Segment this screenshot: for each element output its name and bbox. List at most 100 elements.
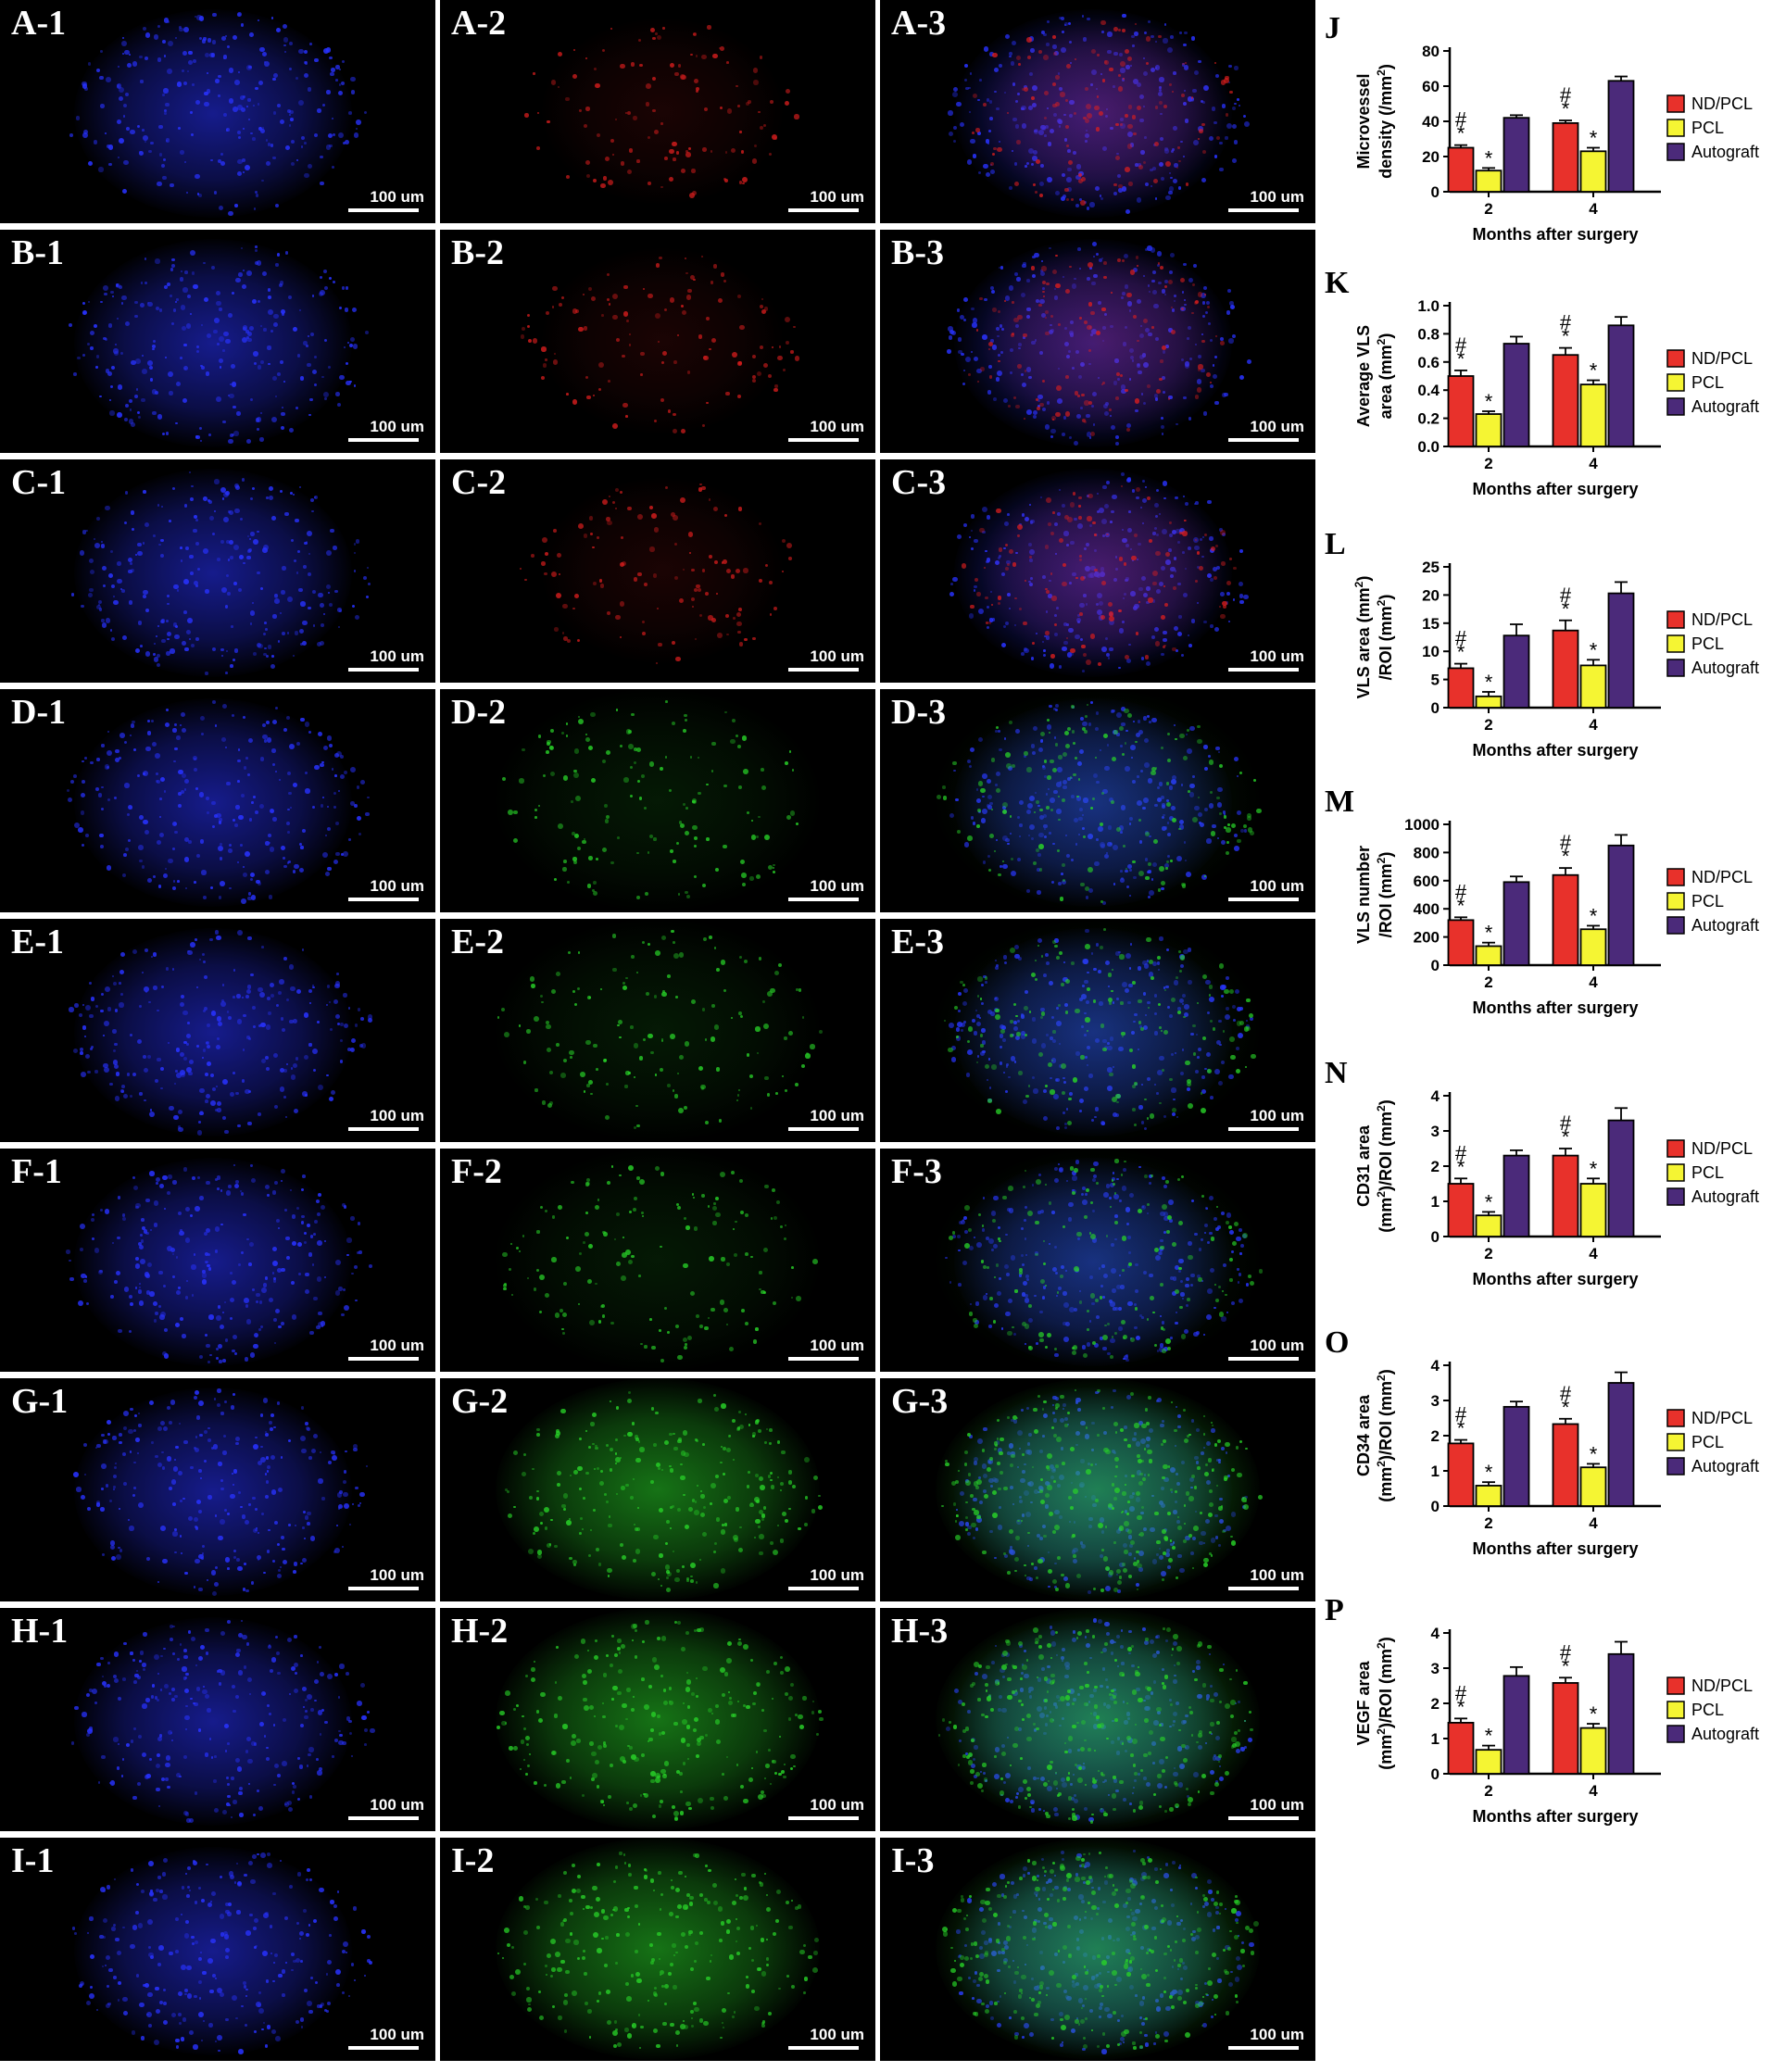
chart-xlabel: Months after surgery <box>1472 225 1638 244</box>
bar <box>1475 413 1503 447</box>
legend-swatch <box>1666 1457 1685 1476</box>
panel-label: A-3 <box>891 4 947 43</box>
chart-panel-letter: K <box>1325 266 1350 300</box>
scale-bar <box>1228 1357 1299 1361</box>
scale-bar-label: 100 um <box>810 1796 864 1814</box>
y-tick-label: 400 <box>1414 900 1440 918</box>
panel-label: B-3 <box>891 233 944 272</box>
y-tick-label: 0 <box>1431 957 1440 974</box>
panel-label: A-1 <box>11 4 67 43</box>
y-tick-label: 3 <box>1431 1392 1440 1410</box>
significance-star: * <box>1590 1442 1598 1465</box>
significance-star: * <box>1562 1396 1570 1419</box>
bar <box>1503 343 1530 447</box>
scale-bar <box>348 1816 419 1820</box>
chart-xlabel: Months after surgery <box>1472 1270 1638 1288</box>
micrograph-panel: H-2 100 um <box>440 1608 875 1831</box>
significance-star: * <box>1562 1654 1570 1677</box>
significance-star: * <box>1562 97 1570 120</box>
scale-bar-label: 100 um <box>810 1566 864 1584</box>
micrograph-panel: G-1 100 um <box>0 1378 435 1601</box>
scale-bar <box>348 1127 419 1131</box>
significance-hash: # <box>1560 311 1572 334</box>
bar <box>1552 354 1579 447</box>
bar <box>1447 1722 1475 1775</box>
scale-bar-label: 100 um <box>370 1566 424 1584</box>
significance-star: * <box>1457 347 1465 370</box>
panel-label: C-3 <box>891 463 947 502</box>
bar <box>1475 1749 1503 1775</box>
scale-bar <box>1228 1816 1299 1820</box>
scale-bar-label: 100 um <box>810 1337 864 1354</box>
bar <box>1447 146 1475 193</box>
legend-label: Autograft <box>1691 1457 1759 1476</box>
scale-bar-label: 100 um <box>810 1107 864 1124</box>
scale-bar-label: 100 um <box>370 877 424 895</box>
legend-swatch <box>1666 1409 1685 1427</box>
legend-label: Autograft <box>1691 916 1759 935</box>
scale-bar <box>1228 1127 1299 1131</box>
scale-bar-label: 100 um <box>810 877 864 895</box>
x-tick-label: 4 <box>1589 200 1598 218</box>
scale-bar-label: 100 um <box>1250 877 1304 895</box>
scale-bar <box>788 208 859 212</box>
legend-label: ND/PCL <box>1691 94 1753 113</box>
legend-label: ND/PCL <box>1691 349 1753 368</box>
scale-bar <box>788 1357 859 1361</box>
legend-swatch <box>1666 349 1685 368</box>
scale-bar <box>348 1357 419 1361</box>
scale-bar <box>1228 898 1299 901</box>
micrograph-panel: F-1 100 um <box>0 1149 435 1372</box>
legend-swatch <box>1666 1187 1685 1206</box>
legend-swatch <box>1666 119 1685 137</box>
bar <box>1475 170 1503 193</box>
y-tick-label: 200 <box>1414 929 1440 947</box>
legend-swatch <box>1666 1139 1685 1158</box>
legend-swatch <box>1666 94 1685 113</box>
legend-swatch <box>1666 373 1685 392</box>
significance-star: * <box>1457 641 1465 664</box>
y-tick-label: 4 <box>1431 1087 1440 1105</box>
y-tick-label: 0.4 <box>1417 382 1440 399</box>
micrograph-panel: H-3 100 um <box>880 1608 1315 1831</box>
bar <box>1447 919 1475 966</box>
scale-bar <box>788 1587 859 1590</box>
significance-hash: # <box>1560 584 1572 607</box>
legend-label: PCL <box>1691 1163 1724 1182</box>
panel-label: I-3 <box>891 1841 935 1880</box>
legend-label: PCL <box>1691 1701 1724 1719</box>
micrograph-panel: C-2 100 um <box>440 459 875 683</box>
significance-star: * <box>1485 671 1493 694</box>
scale-bar <box>1228 438 1299 442</box>
bar <box>1447 375 1475 447</box>
scale-bar <box>788 668 859 672</box>
y-tick-label: 10 <box>1422 643 1440 660</box>
panel-label: H-2 <box>451 1612 509 1651</box>
bar <box>1607 1382 1635 1507</box>
y-tick-label: 2 <box>1431 1427 1440 1445</box>
chart-ylabel: Microvessel <box>1354 73 1373 169</box>
scale-bar-label: 100 um <box>370 2026 424 2043</box>
micrograph-panel: I-3 100 um <box>880 1838 1315 2061</box>
y-tick-label: 25 <box>1422 559 1440 576</box>
micrograph-panel: D-2 100 um <box>440 689 875 912</box>
y-tick-label: 20 <box>1422 148 1440 166</box>
scale-bar <box>348 668 419 672</box>
legend-label: PCL <box>1691 1433 1724 1451</box>
y-tick-label: 4 <box>1431 1357 1440 1375</box>
scale-bar-label: 100 um <box>1250 1107 1304 1124</box>
significance-hash: # <box>1560 1640 1572 1664</box>
bar <box>1503 1675 1530 1775</box>
bar <box>1475 1485 1503 1507</box>
legend-swatch <box>1666 1701 1685 1719</box>
significance-star: * <box>1562 597 1570 621</box>
scale-bar <box>348 1587 419 1590</box>
chart-xlabel: Months after surgery <box>1472 1539 1638 1558</box>
y-tick-label: 800 <box>1414 844 1440 861</box>
bar <box>1552 873 1579 966</box>
significance-hash: # <box>1455 108 1467 132</box>
bar <box>1607 1119 1635 1237</box>
scale-bar-label: 100 um <box>1250 1796 1304 1814</box>
bar <box>1447 1442 1475 1507</box>
y-tick-label: 0 <box>1431 183 1440 201</box>
